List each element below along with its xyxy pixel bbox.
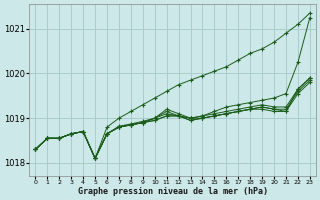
X-axis label: Graphe pression niveau de la mer (hPa): Graphe pression niveau de la mer (hPa) bbox=[78, 187, 268, 196]
